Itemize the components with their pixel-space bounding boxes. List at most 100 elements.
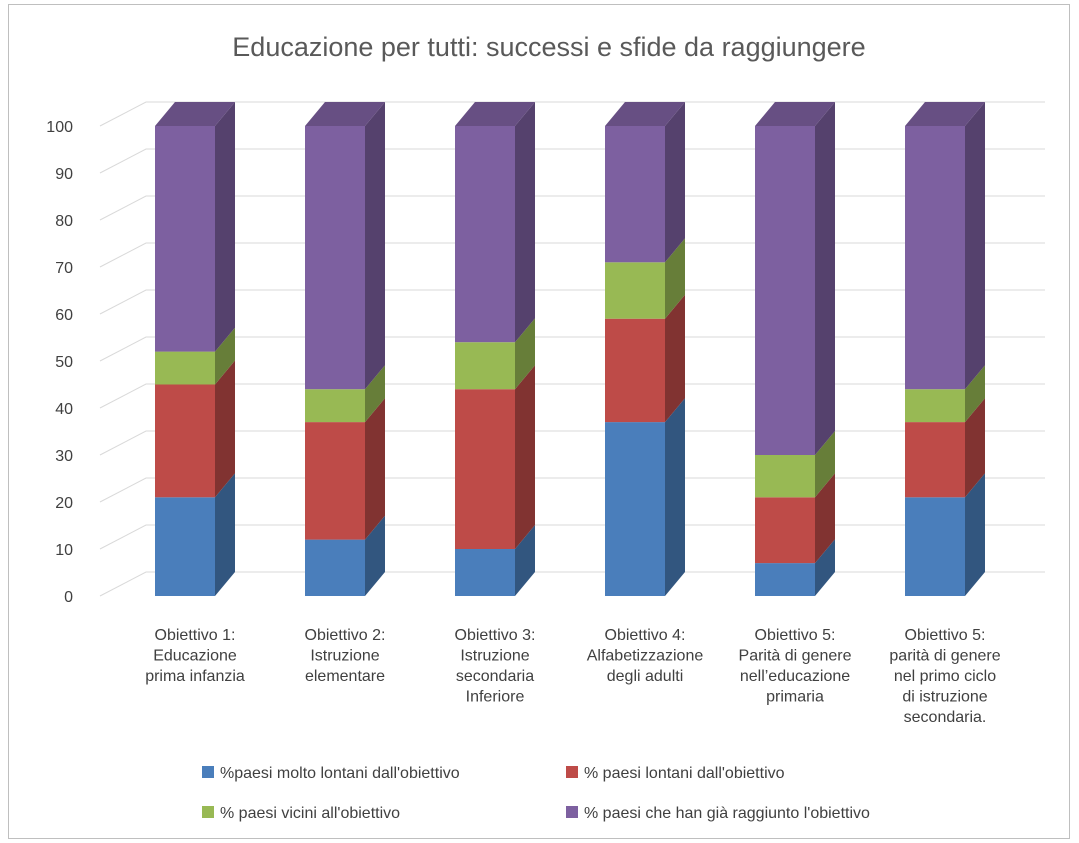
legend-label: %paesi molto lontani dall'obiettivo	[220, 765, 460, 782]
bar-side	[365, 365, 385, 423]
legend-swatch	[566, 806, 578, 818]
category-label-line: Istruzione	[310, 648, 379, 665]
bar-segment	[455, 549, 515, 596]
bar-segment	[155, 384, 215, 498]
bar-top	[155, 102, 235, 126]
y-tick-label: 20	[55, 495, 73, 512]
bar-segment	[155, 126, 215, 352]
bar-side	[515, 318, 535, 390]
bar-side	[815, 102, 835, 455]
bar-side	[515, 102, 535, 343]
y-tick-label: 10	[55, 542, 73, 559]
category-label-line: secondaria	[456, 668, 534, 685]
bar-segment	[155, 351, 215, 385]
bar-segment	[305, 389, 365, 423]
category-label: Obiettivo 5: Parità di genere nell’educazi…	[739, 627, 852, 706]
gridline	[99, 242, 1045, 268]
gridline	[99, 195, 1045, 221]
bar-side	[965, 365, 985, 423]
category-label-line: Obiettivo 4:	[605, 627, 686, 644]
bar-segment	[755, 455, 815, 498]
bar-side	[965, 102, 985, 390]
gridlines	[99, 101, 1045, 597]
x-axis-categories: Obiettivo 1: Educazione prima infanziaObie…	[145, 627, 1001, 726]
bar-side	[365, 398, 385, 540]
bar-top	[455, 102, 535, 126]
category-label-line: nel primo ciclo	[894, 668, 996, 685]
category-label-line: Obiettivo 5:	[755, 627, 836, 644]
bar-segment	[455, 389, 515, 549]
category-label: Obiettivo 2: Istruzione elementare	[305, 627, 386, 685]
bar-top	[905, 102, 985, 126]
bar-side	[965, 473, 985, 596]
category-label-line: prima infanzia	[145, 668, 245, 685]
bar-side	[665, 238, 685, 319]
gridline	[99, 101, 1045, 127]
bars	[155, 102, 985, 596]
category-label-line: Obiettivo 1:	[155, 627, 236, 644]
legend-swatch	[202, 806, 214, 818]
category-label-line: degli adulti	[607, 668, 684, 685]
bar-side	[965, 398, 985, 498]
bar-segment	[605, 126, 665, 263]
y-tick-label: 0	[64, 589, 73, 606]
legend-label: % paesi vicini all'obiettivo	[220, 805, 400, 822]
legend-swatch	[202, 766, 214, 778]
bar-side	[215, 327, 235, 385]
bar-segment	[305, 126, 365, 390]
category-label-line: primaria	[766, 689, 824, 706]
bar-segment	[605, 422, 665, 596]
bar-side	[215, 360, 235, 498]
bar-segment	[455, 342, 515, 390]
category-label-line: Educazione	[153, 648, 237, 665]
category-label-line: Istruzione	[460, 648, 529, 665]
bar-segment	[755, 563, 815, 596]
bar-top	[605, 102, 685, 126]
gridline	[99, 289, 1045, 315]
bar-side	[215, 102, 235, 352]
category-label-line: Parità di genere	[739, 648, 852, 665]
bar-side	[665, 102, 685, 263]
bar-side	[515, 525, 535, 596]
category-label-line: Obiettivo 3:	[455, 627, 536, 644]
gridline	[99, 477, 1045, 503]
bar-segment	[155, 497, 215, 596]
y-tick-label: 90	[55, 166, 73, 183]
y-tick-label: 70	[55, 260, 73, 277]
bar-segment	[905, 422, 965, 498]
gridline	[99, 524, 1045, 550]
bar-segment	[605, 262, 665, 319]
bar-side	[815, 473, 835, 564]
category-label: Obiettivo 4: Alfabetizzazione degli adulti	[587, 627, 704, 685]
category-label-line: Obiettivo 5:	[905, 627, 986, 644]
y-axis-ticks: 0 10 20 30 40 50 60 70 80 90 100	[46, 119, 73, 606]
bar-segment	[605, 318, 665, 423]
y-tick-label: 50	[55, 354, 73, 371]
y-tick-label: 100	[46, 119, 73, 136]
bar-side	[215, 473, 235, 596]
category-label-line: Alfabetizzazione	[587, 648, 704, 665]
bar-segment	[755, 126, 815, 455]
category-label-line: nell’educazione	[740, 668, 850, 685]
bar-side	[365, 102, 385, 390]
bar-top	[755, 102, 835, 126]
bar-segment	[755, 497, 815, 564]
bar-segment	[905, 389, 965, 423]
bar-side	[815, 431, 835, 498]
bar-segment	[905, 126, 965, 390]
y-tick-label: 30	[55, 448, 73, 465]
category-label: Obiettivo 5: parità di genere nel primo ci…	[889, 627, 1000, 726]
category-label: Obiettivo 3: Istruzione secondaria Inferior…	[455, 627, 536, 706]
gridline	[99, 336, 1045, 362]
bar-side	[815, 539, 835, 596]
bar-segment	[305, 422, 365, 540]
legend-swatch	[566, 766, 578, 778]
y-tick-label: 60	[55, 307, 73, 324]
bar-segment	[305, 539, 365, 596]
chart-title: Educazione per tutti: successi e sfide d…	[232, 32, 865, 62]
category-label-line: elementare	[305, 668, 385, 685]
bar-side	[665, 294, 685, 423]
legend: %paesi molto lontani dall'obiettivo % pae…	[202, 765, 870, 822]
category-label: Obiettivo 1: Educazione prima infanzia	[145, 627, 245, 685]
